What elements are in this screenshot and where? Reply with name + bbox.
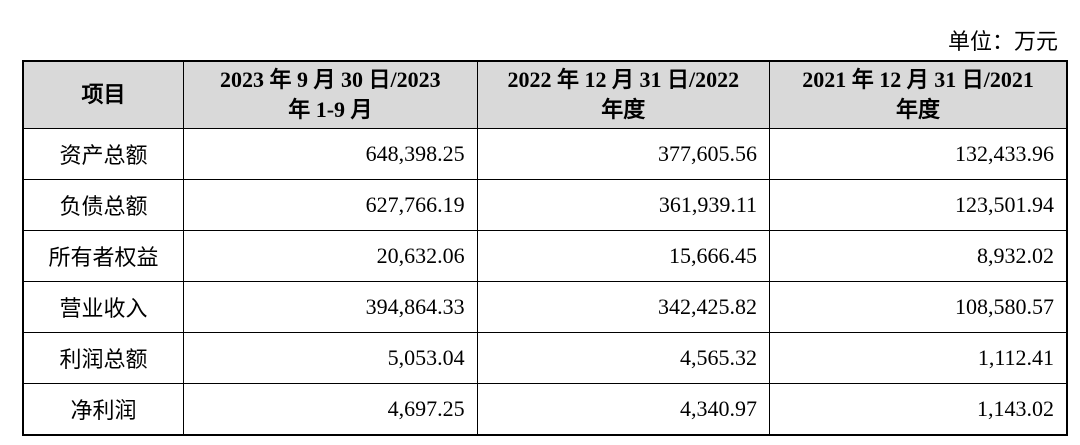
header-line: 项目 (81, 82, 126, 107)
value-cell: 5,053.04 (183, 332, 478, 384)
value-cell: 8,932.02 (769, 230, 1068, 282)
value-cell: 394,864.33 (183, 281, 478, 333)
table-row: 利润总额 5,053.04 4,565.32 1,112.41 (22, 332, 1068, 384)
value-cell: 377,605.56 (476, 128, 771, 180)
value-cell: 4,340.97 (476, 383, 771, 436)
header-cell: 2021 年 12 月 31 日/2021 年度 (769, 60, 1068, 129)
row-label: 净利润 (22, 383, 185, 436)
header-line: 年 1-9 月 (288, 97, 373, 122)
value-cell: 361,939.11 (476, 179, 771, 231)
header-row: 项目 2023 年 9 月 30 日/2023 年 1-9 月 2022 年 12 月… (22, 60, 1068, 129)
row-label: 所有者权益 (22, 230, 185, 282)
value-cell: 627,766.19 (183, 179, 478, 231)
header-line: 年度 (896, 97, 941, 122)
value-cell: 1,143.02 (769, 383, 1068, 436)
header-line: 2022 年 12 月 31 日/2022 (507, 67, 740, 92)
value-cell: 342,425.82 (476, 281, 771, 333)
row-label: 资产总额 (22, 128, 185, 180)
value-cell: 4,697.25 (183, 383, 478, 436)
unit-note: 单位：万元 (947, 29, 1058, 54)
row-label: 营业收入 (22, 281, 185, 333)
table-body: 资产总额 648,398.25 377,605.56 132,433.96 负债总额 62… (22, 128, 1068, 436)
value-cell: 108,580.57 (769, 281, 1068, 333)
row-label: 负债总额 (22, 179, 185, 231)
table-row: 营业收入 394,864.33 342,425.82 108,580.57 (22, 281, 1068, 333)
value-cell: 1,112.41 (769, 332, 1068, 384)
data-table: 项目 2023 年 9 月 30 日/2023 年 1-9 月 2022 年 12 月… (22, 60, 1068, 436)
header-line: 2023 年 9 月 30 日/2023 (220, 67, 441, 92)
value-cell: 15,666.45 (476, 230, 771, 282)
table-row: 净利润 4,697.25 4,340.97 1,143.02 (22, 383, 1068, 436)
value-cell: 20,632.06 (183, 230, 478, 282)
header-line: 年度 (601, 97, 646, 122)
value-cell: 648,398.25 (183, 128, 478, 180)
value-cell: 4,565.32 (476, 332, 771, 384)
row-label: 利润总额 (22, 332, 185, 384)
header-cell: 2023 年 9 月 30 日/2023 年 1-9 月 (183, 60, 478, 129)
header-cell: 项目 (22, 60, 185, 129)
header-line: 2021 年 12 月 31 日/2021 (802, 67, 1034, 92)
value-cell: 123,501.94 (769, 179, 1068, 231)
value-cell: 132,433.96 (769, 128, 1068, 180)
table-row: 资产总额 648,398.25 377,605.56 132,433.96 (22, 128, 1068, 180)
table-row: 负债总额 627,766.19 361,939.11 123,501.94 (22, 179, 1068, 231)
header-cell: 2022 年 12 月 31 日/2022 年度 (476, 60, 771, 129)
table-row: 所有者权益 20,632.06 15,666.45 8,932.02 (22, 230, 1068, 282)
